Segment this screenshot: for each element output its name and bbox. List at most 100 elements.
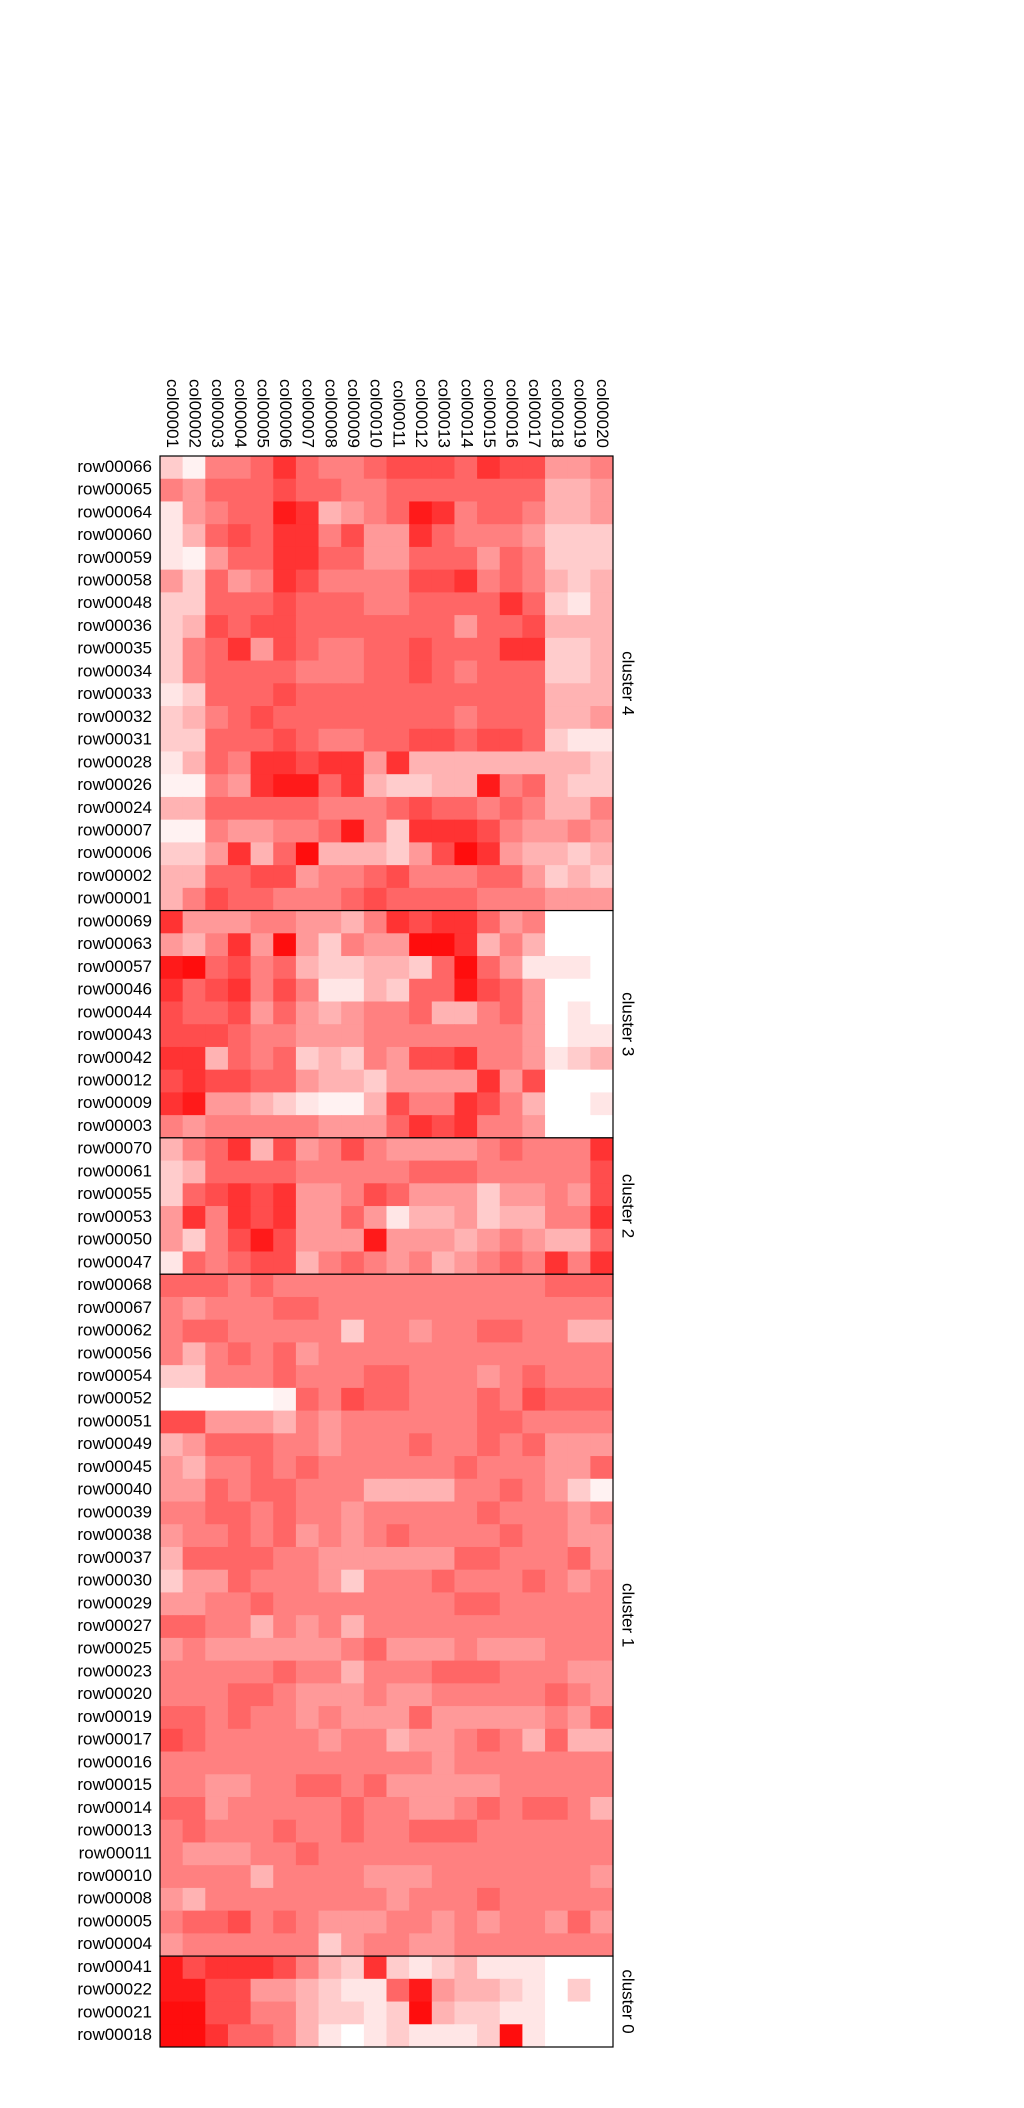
heatmap-cell [590, 887, 614, 912]
heatmap-cell [567, 1501, 591, 1525]
row-label: row00001 [77, 889, 152, 908]
heatmap-cell [522, 728, 546, 752]
heatmap-cell [182, 865, 206, 889]
column-label: col00013 [435, 379, 454, 448]
heatmap-cell [522, 1774, 546, 1798]
heatmap-cell [341, 1342, 365, 1366]
heatmap-cell [295, 478, 320, 502]
heatmap-cell [341, 774, 365, 798]
heatmap-cell [522, 1637, 546, 1662]
heatmap-cell [409, 1319, 433, 1343]
row-label: row00070 [77, 1139, 152, 1158]
heatmap-cell [499, 1728, 523, 1753]
heatmap-cell [454, 1160, 478, 1184]
heatmap-cell [567, 2001, 591, 2025]
heatmap-cell [431, 1274, 455, 1298]
heatmap-cell [182, 1751, 206, 1775]
heatmap-cell [295, 1274, 320, 1298]
heatmap-cell [499, 1796, 523, 1821]
heatmap-cell [499, 1092, 523, 1116]
heatmap-cell [227, 1206, 252, 1230]
heatmap-cell [295, 1206, 320, 1230]
heatmap-cell [205, 456, 229, 480]
heatmap-cell [250, 1615, 274, 1639]
row-label: row00061 [77, 1161, 152, 1180]
heatmap-cell [250, 865, 274, 889]
heatmap-cell [522, 887, 546, 912]
heatmap-cell [318, 1819, 342, 1843]
heatmap-cell [250, 501, 274, 525]
heatmap-cell [295, 637, 320, 662]
heatmap-cell [522, 592, 546, 616]
heatmap-cell [341, 1683, 365, 1707]
heatmap-cell [363, 1933, 387, 1957]
heatmap-cell [295, 2024, 320, 2048]
heatmap-cell [499, 478, 523, 502]
heatmap-cell [590, 1683, 614, 1707]
heatmap-cell [386, 1524, 410, 1548]
heatmap-cell [477, 683, 501, 707]
heatmap-cell [409, 1115, 433, 1139]
heatmap-cell [431, 1024, 455, 1048]
heatmap-cell [499, 1592, 523, 1616]
heatmap-cell [545, 2024, 569, 2048]
heatmap-cell [386, 1001, 410, 1025]
heatmap-cell [567, 1615, 591, 1639]
heatmap-cell [273, 1887, 297, 1912]
heatmap-cell [567, 1319, 591, 1343]
heatmap-cell [499, 1865, 523, 1889]
heatmap-cell [250, 569, 274, 593]
heatmap-cell [295, 1819, 320, 1843]
heatmap-cell [160, 524, 184, 548]
heatmap-cell [341, 1524, 365, 1548]
heatmap-cell [431, 1524, 455, 1548]
cluster-label: cluster 1 [619, 1583, 638, 1647]
heatmap-cell [318, 660, 342, 684]
heatmap-cell [409, 1024, 433, 1048]
heatmap-cell [273, 524, 297, 548]
heatmap-cell [250, 1183, 274, 1207]
heatmap-cell [431, 1660, 455, 1684]
heatmap-cell [318, 1478, 342, 1503]
heatmap-cell [250, 842, 274, 866]
heatmap-cell [318, 546, 342, 571]
heatmap-cell [499, 1978, 523, 2003]
heatmap-cell [545, 1569, 569, 1593]
heatmap-cell [205, 1842, 229, 1866]
heatmap-cell [318, 751, 342, 775]
heatmap-cell [182, 592, 206, 616]
heatmap-cell [227, 1296, 252, 1321]
heatmap-cell [522, 2001, 546, 2025]
heatmap-cell [477, 1274, 501, 1298]
heatmap-cell [522, 1660, 546, 1684]
heatmap-cell [205, 1001, 229, 1025]
heatmap-cell [454, 774, 478, 798]
heatmap-cell [295, 751, 320, 775]
heatmap-cell [431, 1819, 455, 1843]
heatmap-cell [182, 2001, 206, 2025]
heatmap-cell [567, 887, 591, 912]
heatmap-cell [363, 592, 387, 616]
heatmap-cell [431, 1387, 455, 1412]
heatmap-cell [227, 1910, 252, 1934]
heatmap-cell [477, 1546, 501, 1571]
heatmap-cell [567, 501, 591, 525]
heatmap-cell [227, 1478, 252, 1503]
heatmap-cell [227, 569, 252, 593]
heatmap-cell [250, 1706, 274, 1730]
heatmap-cell [205, 1365, 229, 1389]
heatmap-cell [590, 1865, 614, 1889]
heatmap-cell [363, 1706, 387, 1730]
heatmap-cell [318, 1728, 342, 1753]
heatmap-cell [160, 1433, 184, 1457]
heatmap-cell [567, 615, 591, 639]
heatmap-cell [431, 1228, 455, 1252]
heatmap-cell [431, 1433, 455, 1457]
heatmap-cell [522, 1796, 546, 1821]
heatmap-cell [160, 1410, 184, 1434]
heatmap-cell [318, 1796, 342, 1821]
heatmap-cell [590, 1092, 614, 1116]
heatmap-cell [160, 546, 184, 571]
heatmap-cell [499, 887, 523, 912]
heatmap-cell [182, 1206, 206, 1230]
